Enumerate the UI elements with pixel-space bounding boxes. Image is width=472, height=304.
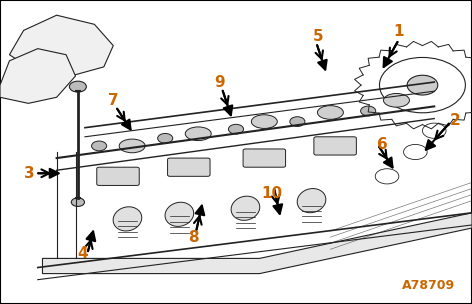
Text: 6: 6 xyxy=(377,137,388,152)
Circle shape xyxy=(228,124,244,134)
Text: 8: 8 xyxy=(188,230,199,245)
Polygon shape xyxy=(0,49,76,103)
Text: 2: 2 xyxy=(450,112,461,128)
Circle shape xyxy=(290,117,305,126)
Text: A78709: A78709 xyxy=(402,279,455,292)
Circle shape xyxy=(407,75,438,95)
Ellipse shape xyxy=(165,202,194,226)
Polygon shape xyxy=(9,15,113,76)
Ellipse shape xyxy=(252,115,278,128)
Text: 5: 5 xyxy=(313,29,324,44)
Text: 10: 10 xyxy=(261,185,282,201)
FancyBboxPatch shape xyxy=(314,137,356,155)
FancyBboxPatch shape xyxy=(97,167,139,185)
Ellipse shape xyxy=(119,139,145,153)
Circle shape xyxy=(71,198,84,206)
Text: 9: 9 xyxy=(214,74,225,90)
Circle shape xyxy=(69,81,86,92)
Ellipse shape xyxy=(231,196,260,220)
Ellipse shape xyxy=(113,207,142,231)
Text: 1: 1 xyxy=(394,24,404,40)
Ellipse shape xyxy=(185,127,211,140)
Text: 7: 7 xyxy=(108,93,118,108)
PathPatch shape xyxy=(42,213,472,274)
Ellipse shape xyxy=(297,188,326,213)
Text: 4: 4 xyxy=(77,246,88,261)
FancyBboxPatch shape xyxy=(243,149,286,167)
Circle shape xyxy=(158,133,173,143)
Circle shape xyxy=(361,106,376,116)
Ellipse shape xyxy=(317,106,344,119)
FancyBboxPatch shape xyxy=(168,158,210,176)
Circle shape xyxy=(92,141,107,151)
Text: 3: 3 xyxy=(24,166,34,181)
Ellipse shape xyxy=(383,94,410,107)
